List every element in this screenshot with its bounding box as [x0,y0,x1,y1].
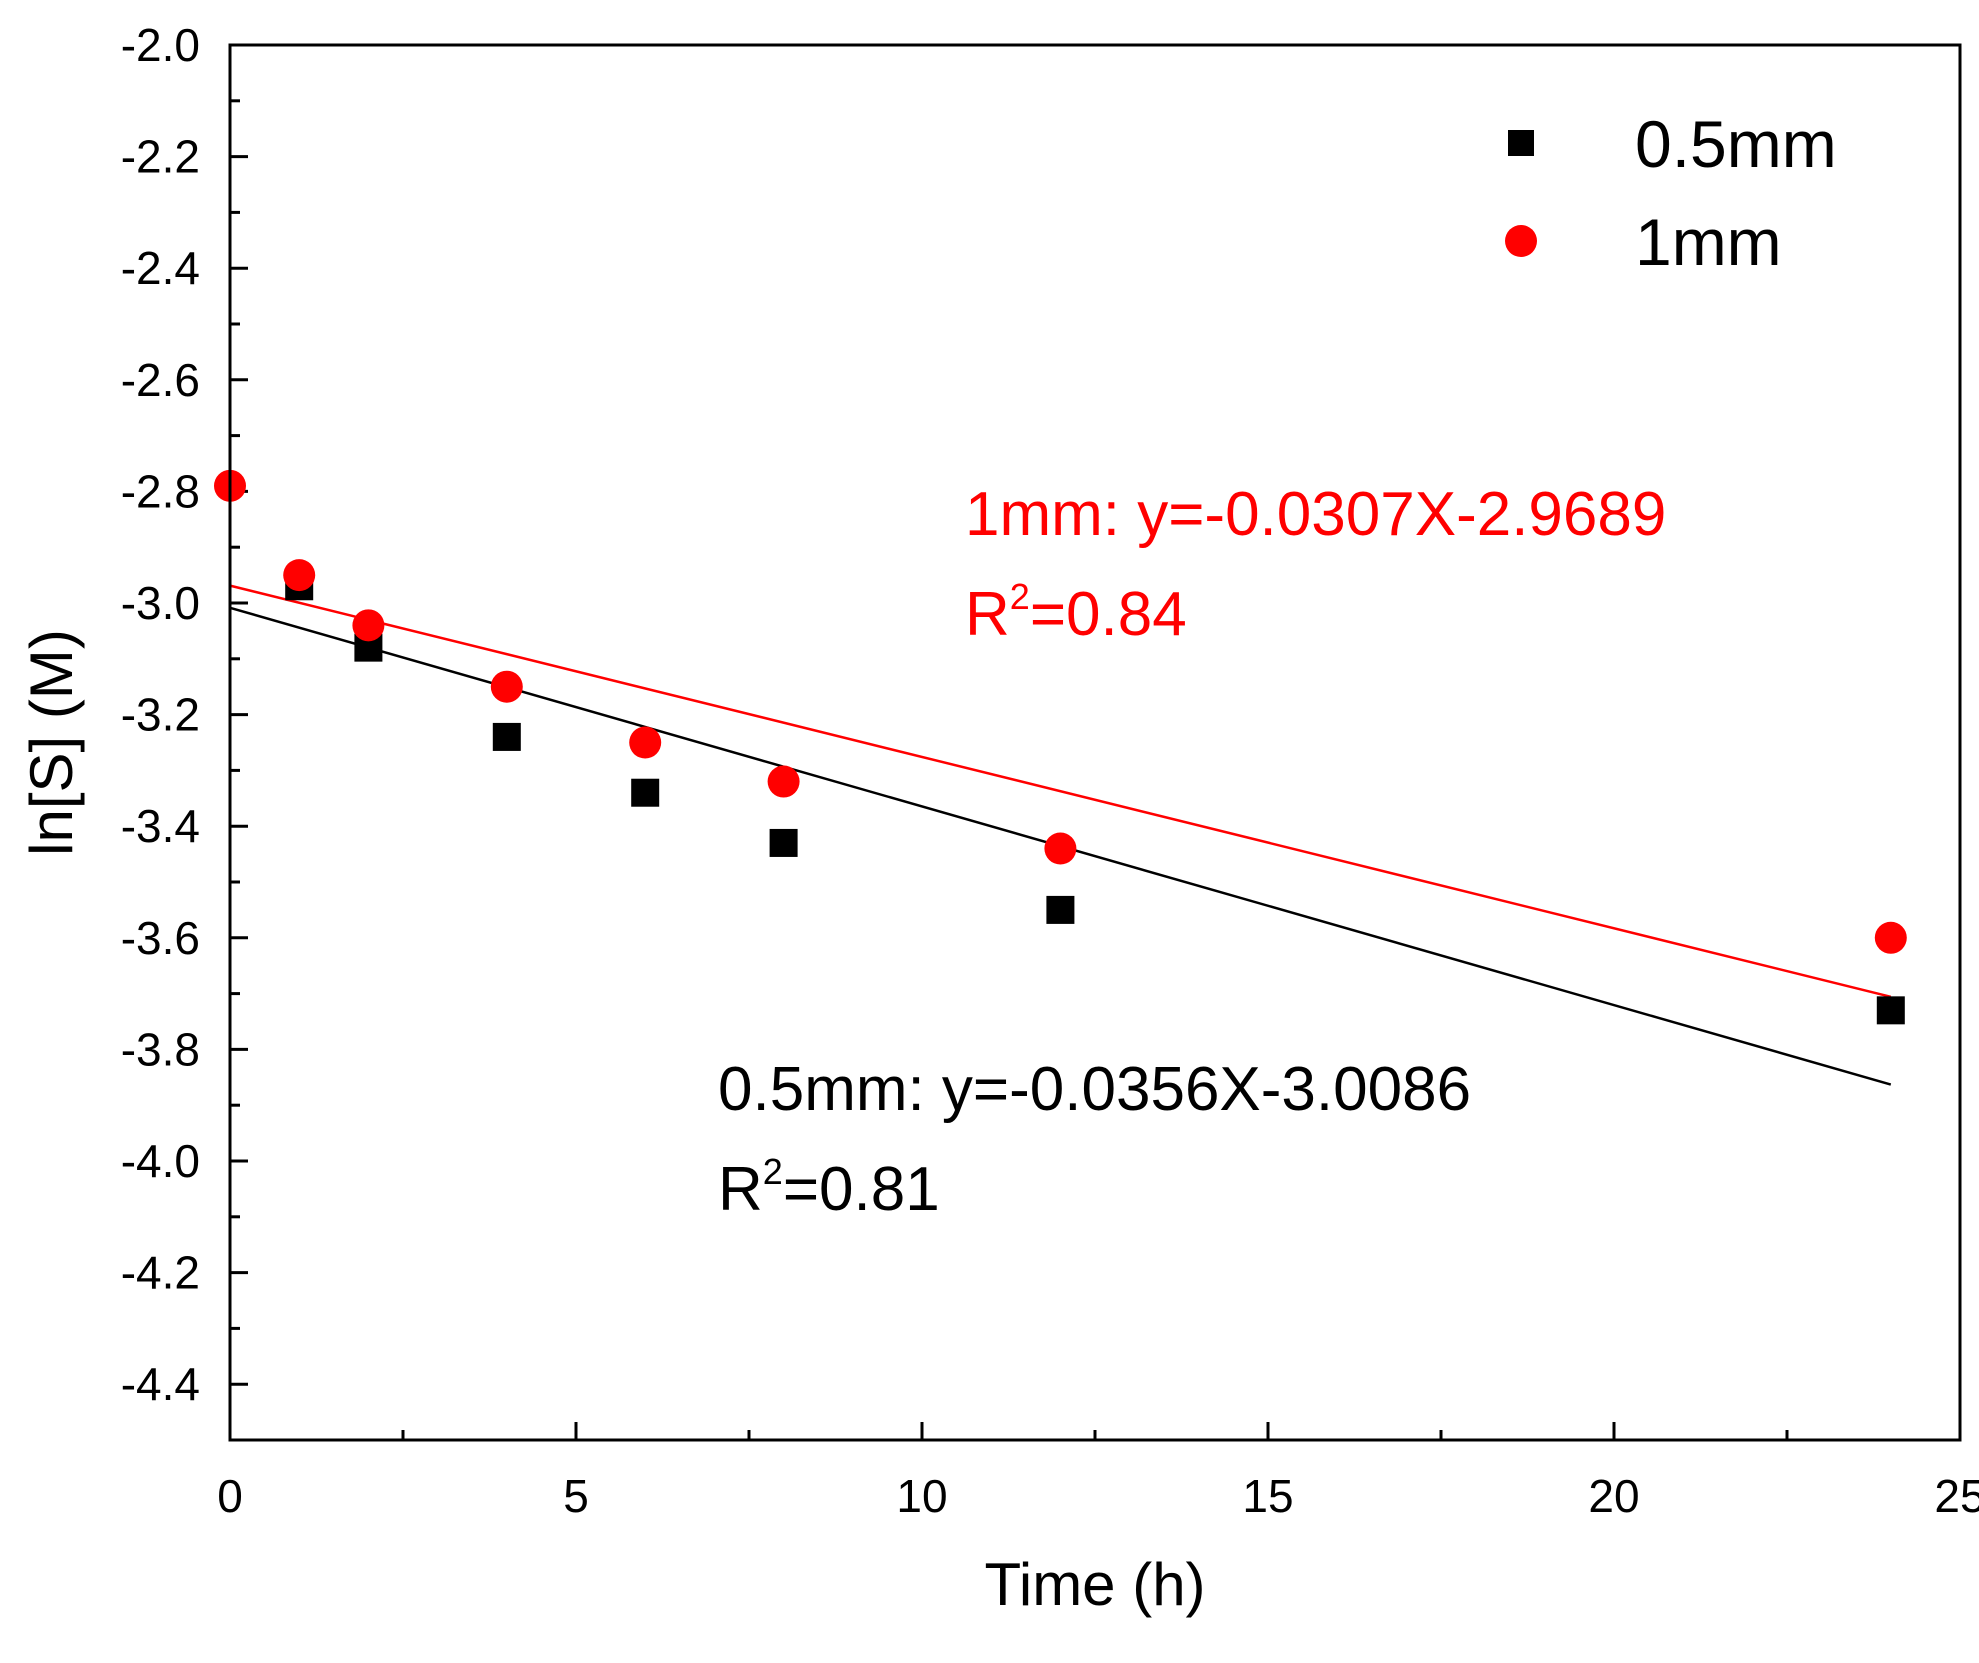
point-0.5mm [631,778,660,807]
r-squared-1mm-sup: 2 [1010,576,1030,617]
point-1mm [352,609,385,642]
y-axis-title: ln[S] (M) [18,629,85,856]
fit-equation-0.5mm: 0.5mm: y=-0.0356X-3.0086 [718,1055,1471,1124]
x-axis-title: Time (h) [984,1551,1205,1618]
y-tick-label: -4.2 [121,1247,200,1299]
legend-label-1mm: 1mm [1635,205,1782,279]
x-tick-label: 20 [1588,1470,1639,1522]
r-squared-0.5mm: R2=0.81 [718,1151,940,1224]
point-1mm [1044,832,1077,865]
r-squared-0.5mm-label: R [718,1155,763,1224]
x-tick-label: 15 [1242,1470,1293,1522]
x-tick-label: 5 [563,1470,589,1522]
point-0.5mm [769,828,798,857]
legend-marker-0.5mm [1508,130,1534,156]
point-0.5mm [1046,895,1075,924]
y-tick-label: -4.0 [121,1135,200,1187]
x-tick-label: 0 [217,1470,243,1522]
r-squared-0.5mm-value: =0.81 [783,1155,940,1224]
tick-labels: 0 5 10 15 20 25 -2.0 -2.2 -2.4 -2.6 -2.8 -3.0 -3.2 -3… [121,19,1979,1522]
legend-marker-1mm [1505,225,1537,257]
y-tick-label: -3.6 [121,912,200,964]
y-tick-label: -3.8 [121,1023,200,1075]
point-0.5mm [1876,996,1905,1025]
fit-line-1mm [229,584,1892,998]
point-1mm [1874,921,1907,954]
y-tick-label: -2.0 [121,19,200,71]
y-tick-label: -2.4 [121,242,200,294]
data-points [214,469,1907,1025]
r-squared-0.5mm-sup: 2 [763,1151,783,1192]
y-tick-label: -2.2 [121,131,200,183]
y-tick-label: -3.0 [121,577,200,629]
point-0.5mm [492,722,521,751]
legend-label-0.5mm: 0.5mm [1635,107,1837,181]
x-tick-label: 25 [1934,1470,1979,1522]
y-tick-label: -3.2 [121,689,200,741]
y-tick-label: -2.8 [121,465,200,517]
r-squared-1mm-label: R [965,580,1010,649]
r-squared-1mm: R2=0.84 [965,576,1187,649]
fit-equation-1mm: 1mm: y=-0.0307X-2.9689 [965,480,1666,549]
r-squared-1mm-value: =0.84 [1030,580,1187,649]
point-1mm [629,726,662,759]
point-1mm [490,670,523,703]
point-1mm [767,765,800,798]
legend: 0.5mm 1mm [1505,107,1837,279]
y-tick-label: -2.6 [121,354,200,406]
point-1mm [283,559,316,592]
plot-frame [228,43,1962,1442]
y-tick-label: -4.4 [121,1358,200,1410]
x-tick-label: 10 [896,1470,947,1522]
y-tick-label: -3.4 [121,800,200,852]
